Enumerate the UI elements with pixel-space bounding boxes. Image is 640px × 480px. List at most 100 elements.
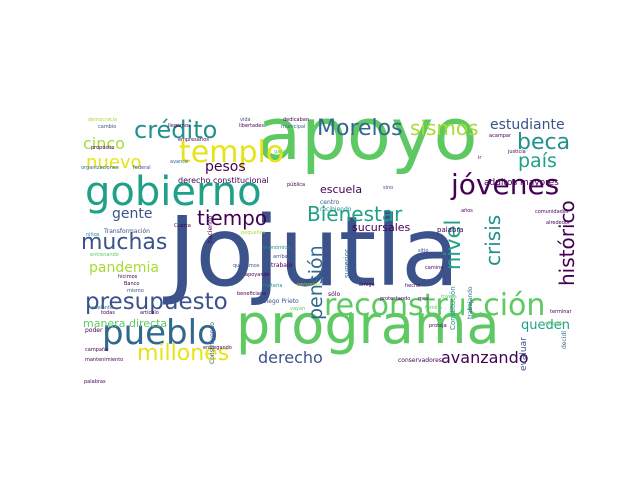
word-recibiendo: recibiendo: [320, 206, 352, 213]
word-federal: federal: [133, 165, 151, 171]
word-sitio: sitio: [418, 248, 429, 254]
word-muchas: muchas: [81, 230, 168, 255]
word-pueblo: pueblo: [102, 313, 218, 353]
word-queden: queden: [521, 318, 570, 333]
word-conservadores: conservadores: [398, 357, 442, 364]
word-sucursales: sucursales: [352, 221, 411, 234]
word-diego-prieto: Diego Prieto: [262, 298, 299, 305]
word-decidi: decidí: [561, 331, 568, 349]
word-palabra: palabra: [437, 226, 464, 234]
word-reconstruccion: reconstrucción: [324, 288, 546, 323]
word-derecho: derecho: [258, 348, 323, 367]
word-ir: ir: [478, 155, 482, 161]
word-cloud: Jojutla apoyo programa gobierno reconstr…: [80, 96, 579, 386]
word-acampar: acampar: [489, 133, 512, 139]
word-jovenes: jóvenes: [451, 168, 560, 201]
word-constitucion: Constitución: [449, 286, 457, 330]
word-superior: superior: [343, 249, 351, 278]
word-millones: millones: [137, 341, 230, 366]
word-terminar: terminar: [550, 309, 572, 315]
word-todas: todas: [101, 310, 115, 316]
word-estudiante: estudiante: [490, 117, 565, 133]
word-economica: económica: [263, 245, 291, 251]
word-hecho: hecho: [405, 283, 421, 289]
word-justicia: justicia: [508, 149, 526, 155]
word-vayan: vayan: [290, 306, 306, 312]
word-haciendo: haciendo: [207, 215, 214, 243]
word-adultos-mayores: adultos mayores: [484, 178, 559, 188]
word-banco: Banco: [124, 281, 140, 287]
word-jojutla: Jojutla: [168, 196, 460, 308]
word-empresarios: empresarios: [178, 137, 209, 143]
word-gobierno: gobierno: [85, 169, 262, 215]
word-palabras: palabras: [84, 379, 106, 385]
word-poder: poder: [85, 327, 103, 334]
word-protestando: protestando: [380, 296, 411, 302]
word-sino: sino: [383, 185, 394, 191]
word-gente: gente: [112, 206, 153, 222]
word-nuevo: nuevo: [86, 152, 142, 173]
word-entrenando: entrenando: [90, 252, 119, 258]
word-personas: personas: [297, 282, 320, 288]
word-cambio: cambio: [98, 124, 117, 130]
word-mismo: mismo: [127, 288, 144, 294]
word-credito: crédito: [134, 116, 218, 144]
word-articulo: artículo: [140, 310, 159, 316]
word-evaluar: evaluar: [519, 337, 529, 371]
word-transformacion: Transformación: [104, 228, 150, 235]
word-pandemia: pandemia: [89, 260, 159, 276]
word-avanzando: avanzando: [441, 348, 529, 367]
word-bienestar: Bienestar: [307, 202, 403, 226]
word-sismos: sismos: [410, 116, 479, 140]
word-alrededor: alrededor: [546, 220, 571, 226]
word-entregando: entregando: [203, 345, 232, 351]
word-llegamos: llegamos: [168, 123, 191, 129]
word-centro: centro: [320, 199, 340, 206]
word-proteja: proteja: [429, 323, 447, 329]
word-escuela: escuela: [320, 183, 363, 196]
word-campana: campaña: [85, 347, 109, 353]
word-familia: familia: [425, 305, 442, 311]
word-amigo: amigo: [359, 282, 375, 288]
word-solo: sólo: [328, 291, 341, 298]
word-pesos: pesos: [205, 159, 246, 175]
word-trabajando: trabajando: [467, 286, 474, 319]
word-mantenimiento: mantenimiento: [85, 357, 124, 363]
word-ninos: niños: [86, 232, 100, 238]
word-municipal: municipal: [281, 124, 306, 130]
word-manera-directa: manera directa: [83, 317, 168, 330]
word-democracia: democracia: [88, 117, 118, 123]
word-vida: vida: [240, 117, 251, 123]
word-avance: avance: [170, 159, 189, 165]
word-queriamos: queríamos: [233, 263, 260, 269]
word-garantia: garantía: [274, 149, 295, 155]
word-tiempo: tiempo: [197, 206, 268, 230]
word-hicimos: hicimos: [118, 274, 138, 280]
word-mes: mes: [418, 296, 429, 302]
word-construyendo: Construyendo: [209, 322, 216, 364]
word-materia: materia: [263, 283, 283, 289]
word-pais: país: [518, 150, 557, 172]
word-presupuesto: presupuesto: [85, 289, 228, 315]
word-trabajo: trabajo: [271, 262, 293, 269]
word-pequenos: pequeños: [241, 230, 266, 236]
word-organizaciones: organizaciones: [81, 165, 119, 171]
word-camino: camino: [425, 265, 444, 271]
word-comunidades: comunidades: [535, 209, 569, 215]
word-proposito: propósito: [91, 145, 115, 151]
word-publica: pública: [287, 182, 306, 188]
word-derecho-constitucional: derecho constitucional: [178, 176, 269, 185]
word-morelos: Morelos: [317, 116, 403, 141]
word-cinco: cinco: [83, 134, 125, 153]
word-apoyando: apoyando: [245, 272, 270, 278]
word-apoyo: apoyo: [257, 96, 478, 176]
word-crisis: crisis: [481, 214, 505, 266]
word-beneficiario: beneficiario: [237, 291, 267, 297]
word-dedicaban: dedicaban: [283, 117, 310, 123]
word-arriba: arriba: [273, 254, 288, 260]
word-vivienda: vivienda: [543, 321, 565, 327]
word-programa: programa: [236, 293, 500, 356]
word-traves: través: [441, 294, 457, 300]
word-anos: años: [461, 208, 473, 214]
word-cuarta: Cuarta: [174, 223, 191, 229]
